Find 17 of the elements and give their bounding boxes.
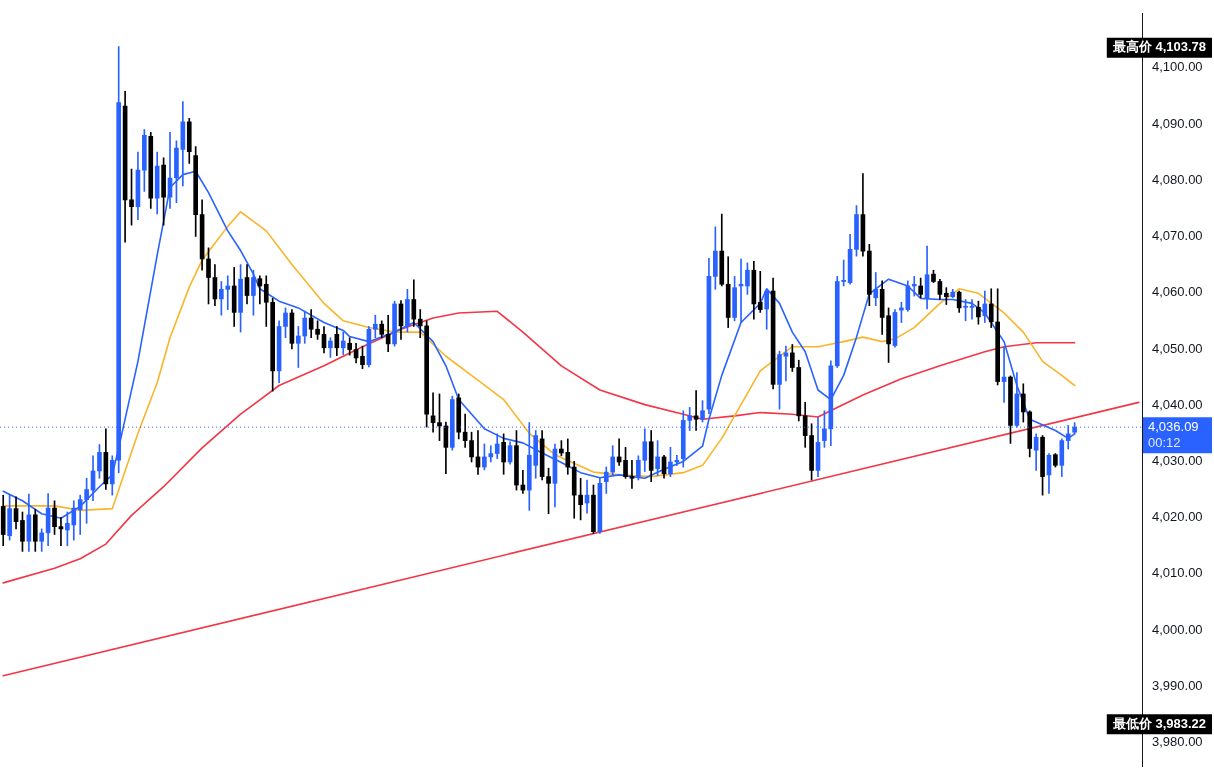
- y-tick-label: 4,070.00: [1152, 228, 1203, 244]
- annotation: 最低价 3,983.22: [1111, 715, 1206, 731]
- y-tick-label: 3,990.00: [1152, 677, 1203, 693]
- y-tick-label: 4,000.00: [1152, 621, 1203, 637]
- y-tick-label: 4,040.00: [1152, 396, 1203, 412]
- y-tick-label: 4,030.00: [1152, 452, 1203, 468]
- ref-line-label: 4,036.09: [1148, 418, 1199, 434]
- y-tick-label: 3,980.00: [1152, 734, 1203, 750]
- y-tick-label: 4,010.00: [1152, 565, 1203, 581]
- y-tick-label: 4,060.00: [1152, 284, 1203, 300]
- annotation: 最高价 4,103.78: [1111, 39, 1206, 55]
- y-tick-label: 4,020.00: [1152, 509, 1203, 525]
- text: 00:12: [1148, 434, 1181, 450]
- y-tick-label: 4,090.00: [1152, 115, 1203, 131]
- y-tick-label: 4,050.00: [1152, 340, 1203, 356]
- y-tick-label: 4,100.00: [1152, 59, 1203, 75]
- y-tick-label: 4,080.00: [1152, 171, 1203, 187]
